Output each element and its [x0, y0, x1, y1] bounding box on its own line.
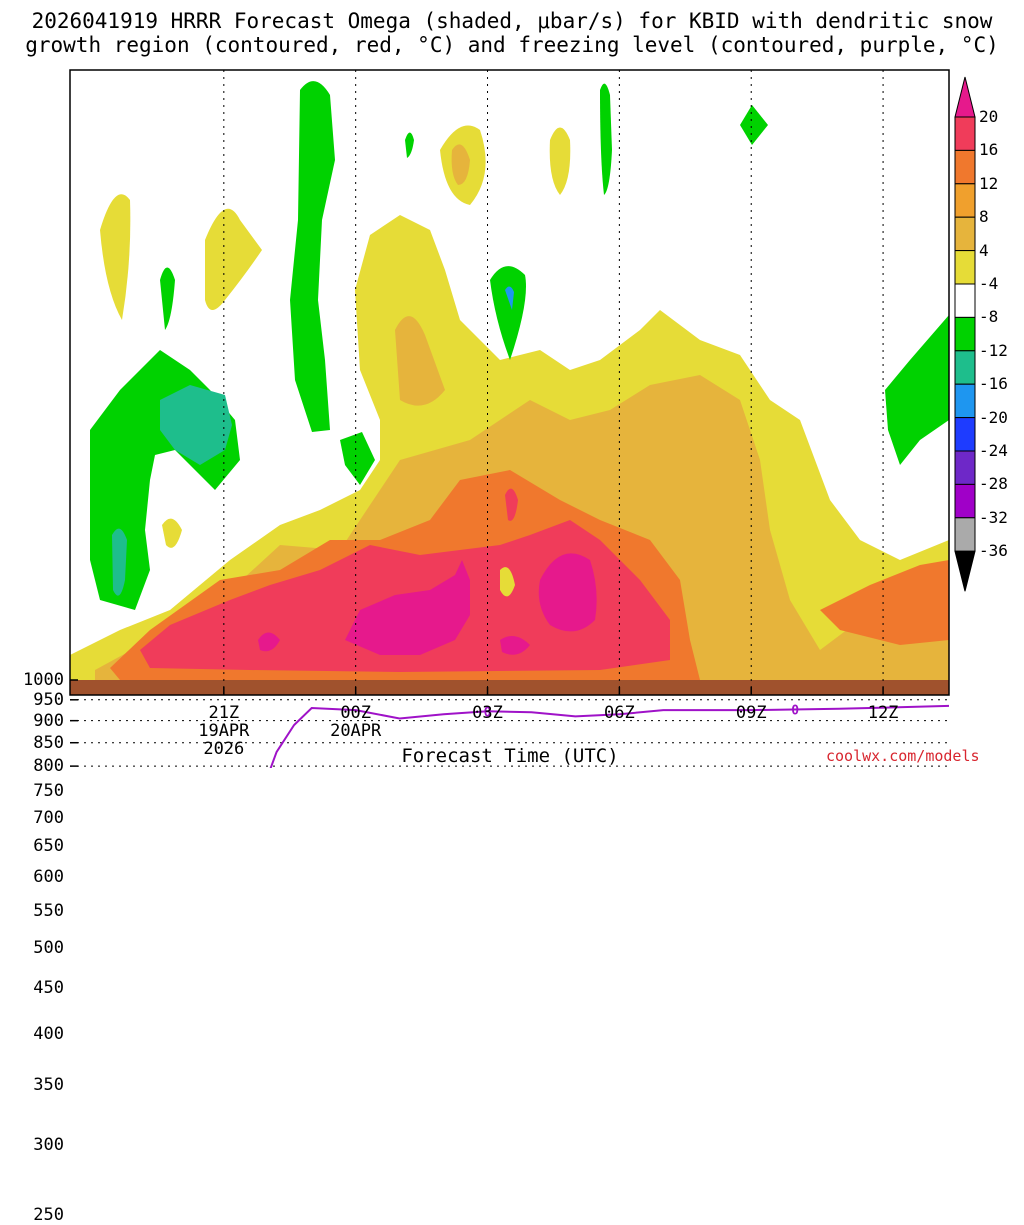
omega-fill-4to8-inner — [500, 567, 515, 597]
y-tick-label: 400 — [33, 1023, 64, 1044]
x-tick-label: 03Z — [472, 703, 503, 723]
y-tick-label: 1000 — [23, 670, 64, 690]
chart-title-line-2: growth region (contoured, red, °C) and f… — [25, 33, 999, 57]
colorbar-swatch — [954, 450, 976, 485]
omega-shading — [70, 81, 949, 695]
x-tick-label: 2026 — [203, 739, 245, 759]
contour-label: 0 — [791, 704, 799, 719]
y-tick-label: 900 — [33, 710, 64, 731]
x-tick-label: 09Z — [735, 703, 767, 723]
y-tick-label: 600 — [33, 867, 64, 888]
omega-fill-neg4to8-top2 — [600, 83, 612, 195]
y-tick-label: 250 — [33, 1205, 64, 1225]
colorbar-swatch — [954, 316, 976, 352]
chart-title-line-1: 2026041919 HRRR Forecast Omega (shaded, … — [31, 9, 993, 33]
credit-link[interactable]: coolwx.com/models — [826, 747, 980, 765]
y-tick-label: 350 — [33, 1075, 64, 1096]
colorbar-label: 8 — [979, 207, 989, 227]
y-tick-label: 450 — [33, 978, 64, 999]
x-tick-label: 20APR — [330, 721, 382, 741]
omega-fill-4to8-upper2 — [549, 127, 571, 195]
omega-fill-gt20-core4 — [500, 636, 530, 655]
omega-fill-neg12to16 — [505, 286, 514, 310]
x-axis-title: Forecast Time (UTC) — [401, 745, 619, 767]
x-tick-label: 06Z — [604, 703, 635, 723]
ground-surface — [70, 680, 949, 695]
omega-fill-gt20-core3 — [258, 632, 280, 652]
contour-freezing_0C — [269, 704, 950, 768]
omega-fill-neg4to8-mid — [340, 432, 375, 485]
colorbar-label: -28 — [979, 474, 1008, 494]
omega-fill-12to16-right — [820, 560, 949, 645]
colorbar-swatch — [954, 383, 976, 419]
omega-cross-section-chart: -18-12-12000 — [69, 69, 976, 768]
omega-fill-4to8-upper3 — [100, 194, 131, 320]
colorbar-swatch — [954, 149, 976, 185]
x-tick-label: 00Z — [340, 703, 372, 723]
omega-fill-neg8to12-west — [112, 528, 127, 596]
omega-fill-4to8-small — [162, 518, 182, 548]
omega-fill-neg4to8-col1 — [290, 81, 335, 432]
contour-label: 0 — [484, 705, 492, 720]
colorbar-label: 16 — [979, 140, 999, 160]
contour-lines: -18-12-12000 — [269, 704, 950, 768]
colorbar-label: 4 — [979, 240, 989, 260]
omega-fill-neg4to8-thin — [160, 267, 175, 330]
y-tick-label: 700 — [33, 807, 64, 828]
omega-fill-4to8-upper4 — [205, 208, 262, 310]
colorbar-label: -4 — [979, 274, 999, 293]
omega-fill-8to12-top — [451, 144, 470, 185]
axis-ticks — [70, 679, 884, 767]
y-tick-label: 550 — [33, 900, 64, 921]
colorbar-swatch — [954, 517, 976, 552]
x-tick-label: 12Z — [867, 703, 899, 723]
colorbar-label: -20 — [979, 407, 1008, 427]
omega-fill-gt20-core2 — [538, 553, 597, 632]
colorbar-label: -16 — [979, 374, 1008, 394]
colorbar-arrow-top — [954, 76, 976, 118]
omega-fill-8to12-upper — [395, 316, 445, 406]
omega-fill-neg8to12 — [160, 385, 232, 465]
y-tick-label: 500 — [33, 937, 64, 958]
colorbar-label: -36 — [979, 541, 1008, 561]
colorbar — [954, 76, 976, 592]
omega-fill-gt20-core1 — [345, 560, 470, 655]
colorbar-label: 20 — [979, 107, 999, 126]
y-tick-label: 800 — [33, 756, 64, 777]
colorbar-label: -32 — [979, 507, 1008, 527]
colorbar-swatch — [954, 183, 976, 218]
colorbar-label: 12 — [979, 173, 999, 193]
colorbar-swatch — [954, 483, 976, 519]
y-tick-label: 750 — [33, 781, 64, 802]
colorbar-swatch — [954, 350, 976, 385]
colorbar-label: -24 — [979, 441, 1008, 460]
omega-fill-neg4to8-top3 — [740, 105, 768, 145]
colorbar-swatch — [954, 250, 976, 285]
y-tick-label: 650 — [33, 836, 64, 857]
colorbar-swatch — [954, 116, 976, 151]
y-tick-label: 850 — [33, 732, 64, 753]
colorbar-label: -12 — [979, 340, 1008, 360]
omega-fill-neg4to8-east — [885, 315, 949, 465]
colorbar-label: -8 — [979, 307, 999, 327]
y-tick-label: 300 — [33, 1134, 64, 1155]
colorbar-swatch — [954, 216, 976, 252]
x-tick-label: 19APR — [198, 721, 250, 741]
x-tick-label: 21Z — [208, 703, 240, 723]
colorbar-arrow-bottom — [954, 550, 976, 592]
omega-fill-neg4to8-top1 — [405, 132, 414, 158]
colorbar-swatch — [954, 283, 976, 318]
y-tick-label: 950 — [33, 689, 64, 710]
omega-fill-neg4to8-mid2 — [490, 266, 526, 360]
colorbar-swatch — [954, 417, 976, 452]
omega-fill-16to20-small — [505, 488, 518, 521]
plot-frame — [69, 69, 950, 696]
